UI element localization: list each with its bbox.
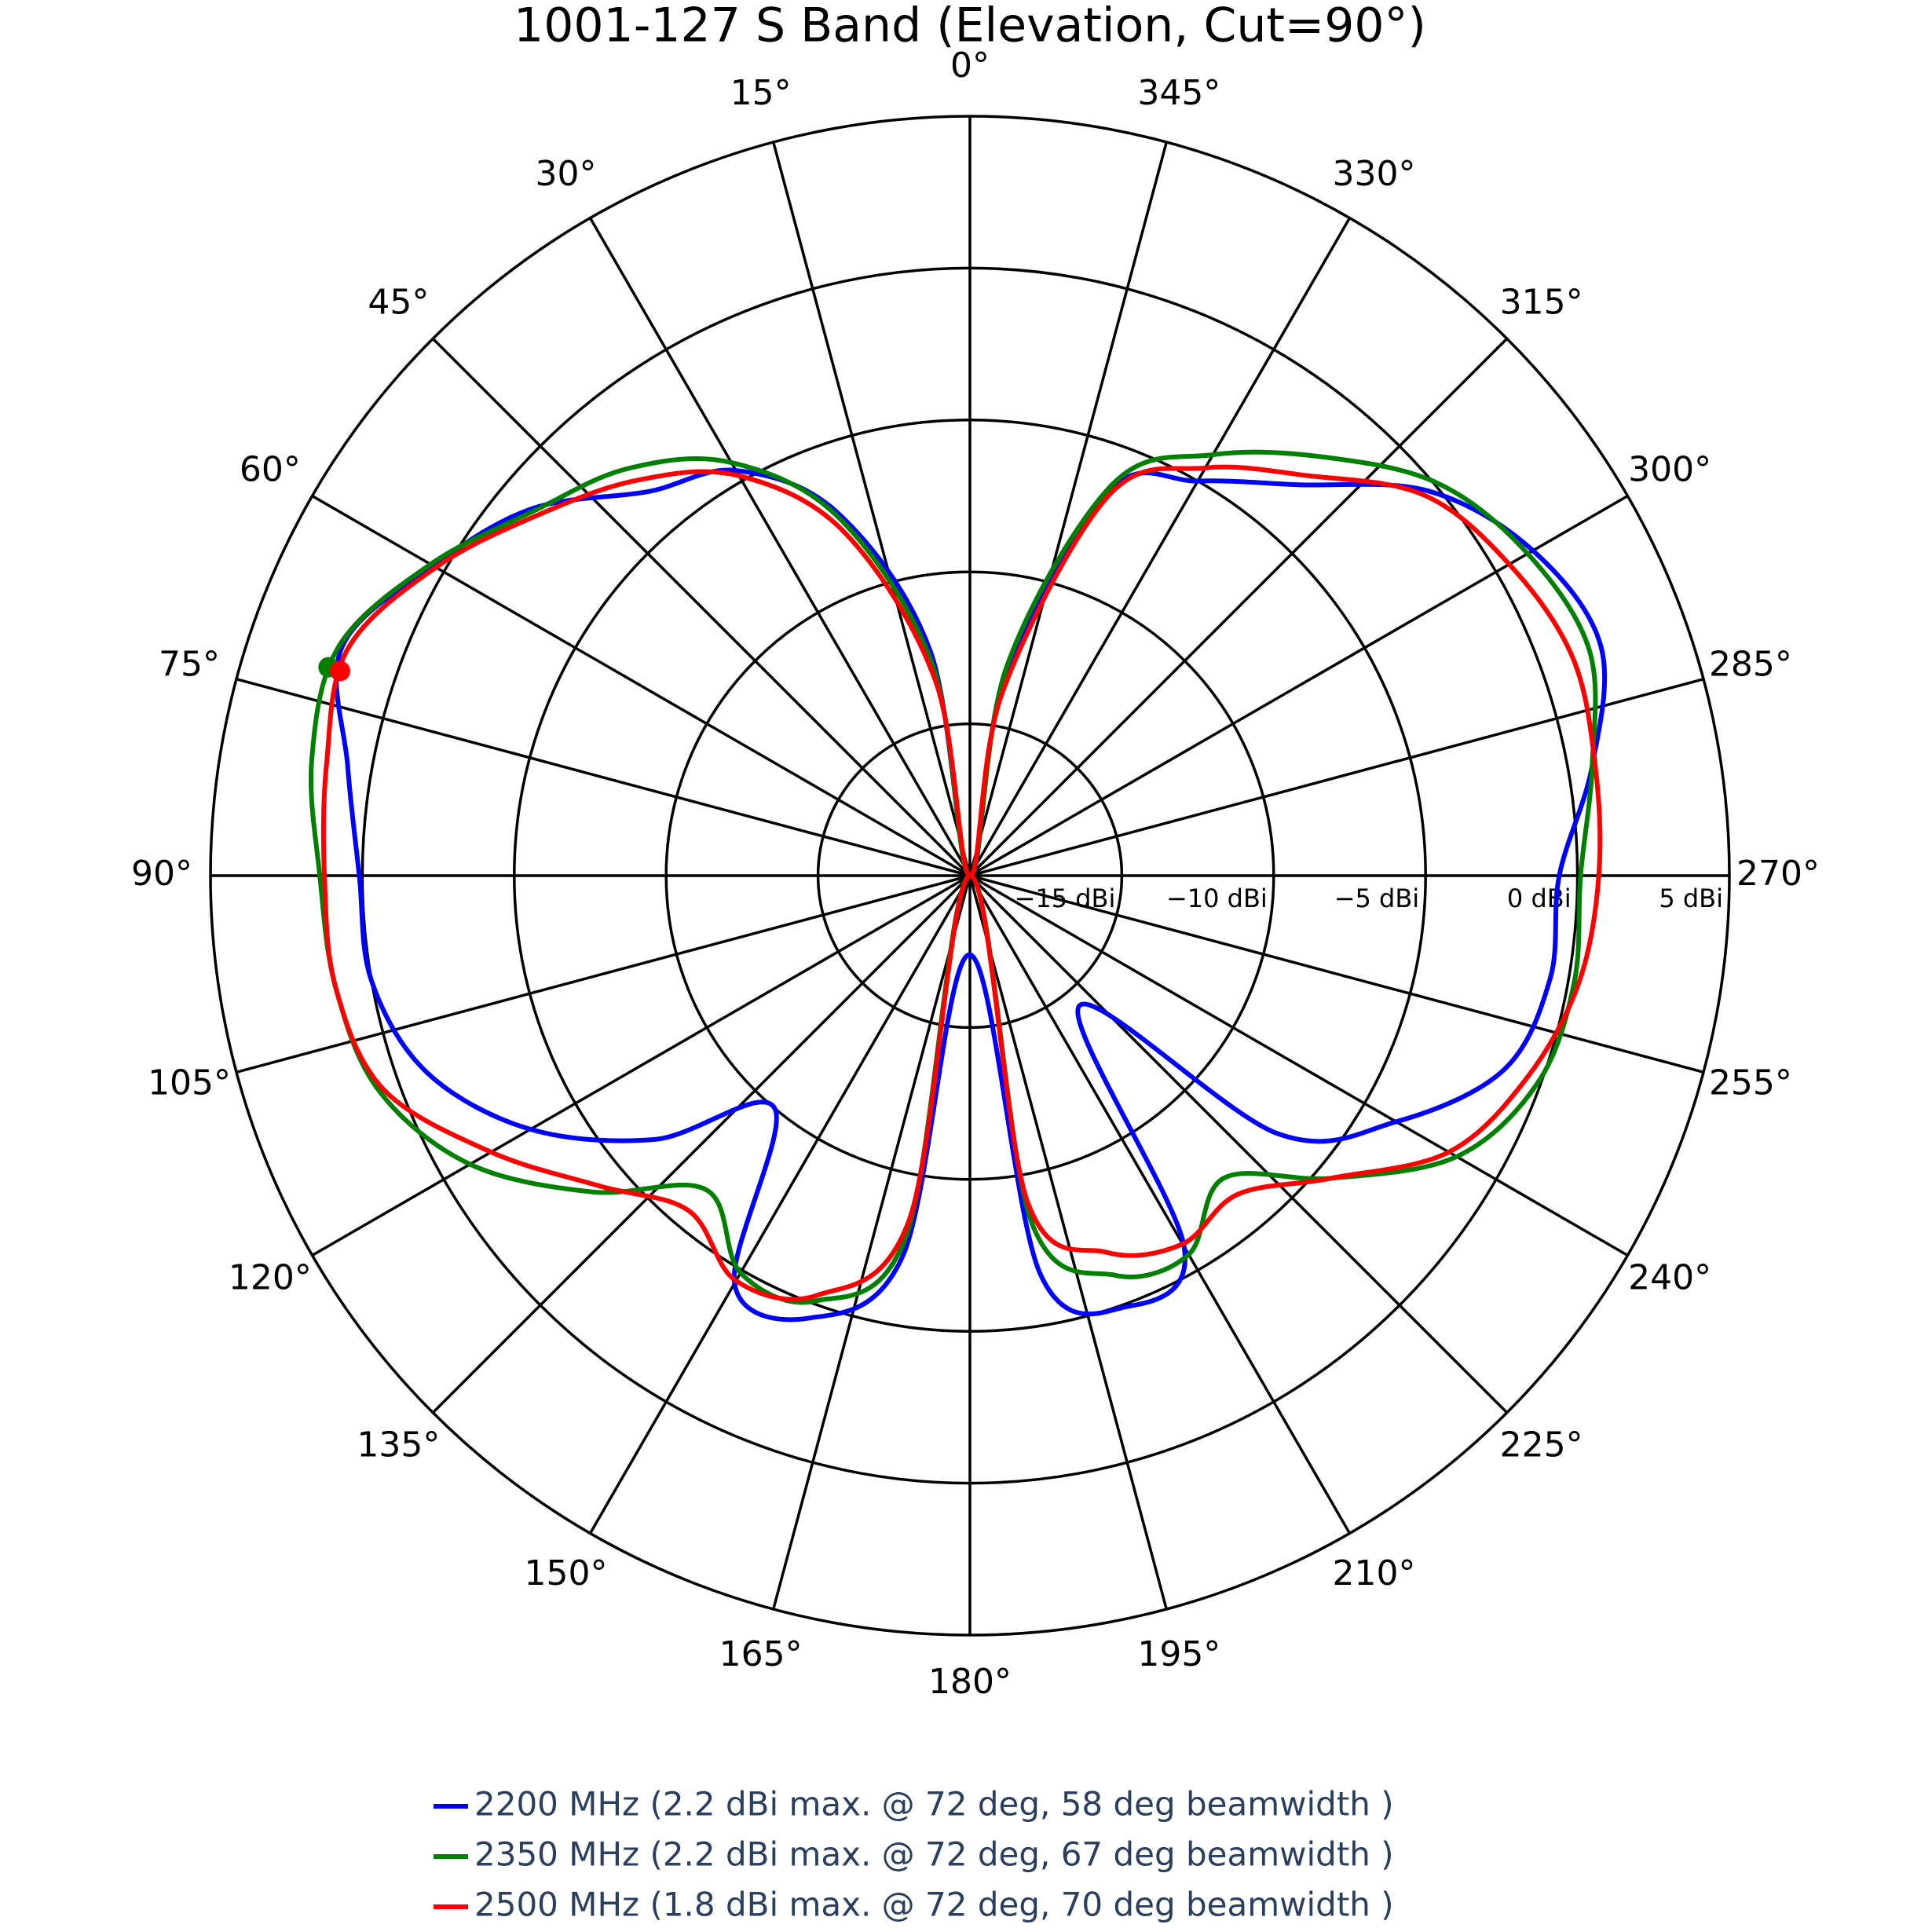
grid-spoke bbox=[588, 875, 971, 1535]
grid-spoke bbox=[969, 874, 1704, 1074]
grid-spoke bbox=[969, 874, 1629, 1257]
theta-tick-label: 195° bbox=[1137, 1634, 1220, 1674]
grid-spoke bbox=[311, 494, 971, 877]
grid-spoke bbox=[969, 494, 1629, 877]
theta-tick-label: 330° bbox=[1333, 154, 1416, 194]
grid-spoke bbox=[431, 337, 971, 877]
grid-spoke bbox=[772, 875, 971, 1610]
theta-tick-label: 240° bbox=[1628, 1258, 1711, 1298]
r-tick-label: 5 dBi bbox=[1659, 884, 1723, 913]
legend-label: 2350 MHz (2.2 dBi max. @ 72 deg, 67 deg … bbox=[474, 1835, 1394, 1874]
theta-tick-label: 135° bbox=[357, 1425, 440, 1465]
theta-tick-label: 315° bbox=[1500, 282, 1583, 322]
theta-tick-label: 210° bbox=[1333, 1553, 1416, 1593]
theta-tick-label: 60° bbox=[240, 450, 301, 490]
peak-marker bbox=[330, 660, 351, 682]
grid-spoke bbox=[968, 875, 1168, 1610]
grid-spoke bbox=[968, 141, 1168, 876]
theta-tick-label: 165° bbox=[719, 1634, 803, 1674]
series-line bbox=[320, 464, 1603, 1302]
grid-spoke bbox=[311, 874, 971, 1257]
series-line bbox=[334, 467, 1608, 1323]
theta-tick-label: 105° bbox=[148, 1063, 231, 1103]
grid-spoke bbox=[431, 874, 971, 1414]
theta-tick-label: 270° bbox=[1736, 854, 1820, 894]
grid-spoke bbox=[969, 678, 1704, 877]
grid-spoke bbox=[968, 875, 1352, 1535]
grid-spoke bbox=[236, 874, 971, 1074]
theta-tick-label: 300° bbox=[1628, 450, 1711, 490]
grid-spoke bbox=[588, 217, 971, 876]
grid-spoke bbox=[772, 141, 971, 876]
series-line bbox=[308, 449, 1598, 1305]
grid-spoke bbox=[968, 337, 1509, 877]
theta-tick-label: 255° bbox=[1709, 1063, 1792, 1103]
r-tick-label: −15 dBi bbox=[1015, 884, 1116, 913]
theta-tick-label: 225° bbox=[1500, 1425, 1583, 1465]
grid-spoke bbox=[236, 678, 971, 877]
legend-label: 2500 MHz (1.8 dBi max. @ 72 deg, 70 deg … bbox=[474, 1886, 1394, 1924]
legend-label: 2200 MHz (2.2 dBi max. @ 72 deg, 58 deg … bbox=[474, 1785, 1394, 1824]
theta-tick-label: 90° bbox=[131, 854, 192, 894]
chart-title: 1001-127 S Band (Elevation, Cut=90°) bbox=[514, 0, 1426, 53]
grid bbox=[209, 115, 1731, 1637]
theta-tick-label: 150° bbox=[525, 1553, 608, 1593]
theta-tick-label: 75° bbox=[159, 645, 220, 685]
theta-tick-label: 0° bbox=[950, 46, 990, 86]
r-tick-label: −5 dBi bbox=[1334, 884, 1420, 913]
grid-spoke bbox=[968, 874, 1509, 1414]
grid-spoke bbox=[968, 217, 1352, 876]
theta-tick-label: 30° bbox=[536, 154, 597, 194]
r-tick-label: −10 dBi bbox=[1166, 884, 1268, 913]
theta-tick-label: 15° bbox=[730, 73, 792, 113]
r-tick-label: 0 dBi bbox=[1507, 884, 1572, 913]
theta-tick-label: 285° bbox=[1709, 645, 1792, 685]
theta-tick-label: 345° bbox=[1137, 73, 1220, 113]
theta-tick-label: 120° bbox=[229, 1258, 312, 1298]
theta-tick-label: 45° bbox=[368, 282, 429, 322]
theta-tick-label: 180° bbox=[928, 1662, 1012, 1702]
